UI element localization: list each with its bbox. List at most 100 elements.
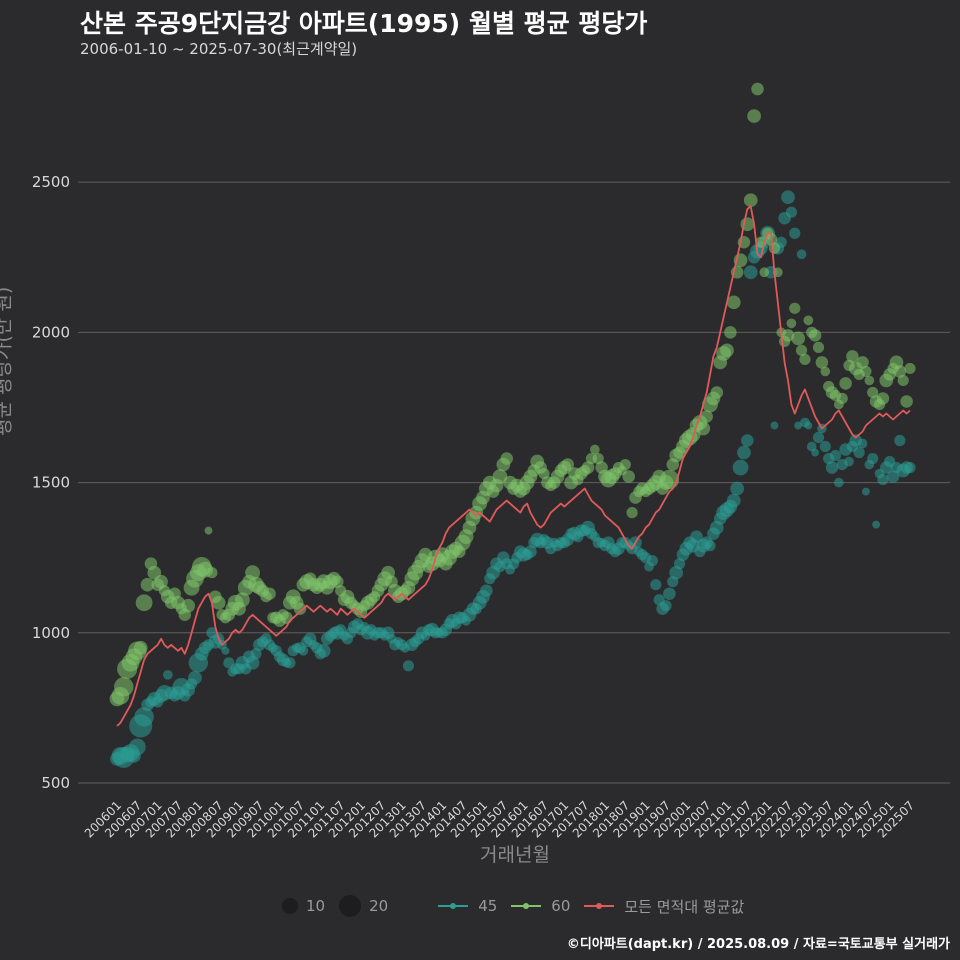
series-60-point: [293, 602, 307, 616]
series-60-point: [114, 677, 134, 697]
series-60-point: [581, 461, 595, 474]
series-45-point: [894, 434, 906, 447]
series-45-point: [811, 448, 820, 457]
series-60-point: [181, 598, 196, 613]
legend-series-average-label: 모든 면적대 평균값: [624, 897, 745, 916]
series-45-point: [804, 421, 813, 430]
legend-series-60-swatch: [511, 899, 542, 913]
series-45-point: [844, 456, 854, 467]
series-45-point: [789, 227, 801, 239]
series-45-point: [732, 459, 749, 476]
grid-lines: [78, 181, 950, 784]
series-45-point: [128, 738, 146, 756]
series-60-point: [561, 458, 574, 471]
series-60-point: [204, 526, 213, 535]
series-60-point: [743, 193, 758, 208]
series-45-point: [877, 473, 889, 486]
series-45-point: [867, 452, 879, 465]
series-60-point: [759, 267, 770, 278]
series-60-point: [245, 565, 260, 581]
series-60-point: [234, 592, 250, 608]
series-average-line: [116, 205, 911, 727]
series-45-point: [737, 445, 751, 460]
legend-series-average: 모든 면적대 평균값: [584, 896, 744, 917]
series-60-point: [789, 302, 801, 314]
series-45-point: [781, 190, 795, 205]
legend-size-10-label: 10: [306, 897, 326, 915]
series-60-point: [492, 469, 508, 484]
y-tick-labels: 500 1000 1500 2000 2500: [32, 173, 70, 792]
series-45-point: [316, 643, 331, 658]
series-60-point: [696, 421, 711, 436]
series-60-point: [133, 640, 148, 655]
legend-size-10-circle: [282, 898, 298, 914]
series-60-point: [799, 353, 811, 366]
series-45-point: [650, 579, 662, 591]
average-line: [116, 205, 911, 727]
series-60-point: [860, 365, 872, 378]
series-60-point: [795, 344, 808, 356]
series-60-points: [109, 82, 916, 707]
series-45-point: [162, 669, 173, 680]
series-45-point: [188, 670, 202, 685]
y-tick-label: 2000: [32, 323, 70, 341]
series-60-point: [803, 315, 814, 326]
series-45-point: [872, 520, 881, 529]
legend-series-45: 45: [438, 897, 497, 915]
legend-series-45-swatch: [438, 899, 469, 913]
legend-size-10: 10: [282, 897, 325, 915]
series-60-point: [836, 392, 848, 405]
series-45-point: [857, 438, 868, 449]
series-60-point: [211, 595, 226, 610]
series-60-point: [589, 444, 600, 455]
series-60-point: [619, 458, 631, 471]
series-60-point: [724, 326, 737, 339]
series-45-point: [861, 487, 870, 496]
y-axis-title: 평균 평당가(만 원): [0, 286, 15, 436]
series-45-point: [819, 440, 831, 453]
series-60-point: [893, 365, 907, 378]
series-60-point: [791, 331, 806, 346]
series-60-point: [331, 575, 344, 588]
series-60-point: [839, 377, 852, 390]
series-60-point: [876, 392, 890, 405]
series-60-point: [820, 366, 831, 377]
series-45-point: [829, 449, 842, 462]
legend-size-20-circle: [339, 895, 362, 917]
series-60-point: [856, 356, 869, 369]
legend-series-45-label: 45: [478, 897, 498, 915]
series-60-point: [626, 507, 638, 519]
series-60-point: [140, 577, 155, 592]
series-45-point: [904, 461, 916, 474]
series-45-point: [785, 206, 797, 218]
series-45-point: [221, 646, 230, 655]
series-45-point: [886, 470, 900, 483]
series-60-point: [135, 594, 153, 612]
series-45-point: [284, 657, 296, 669]
series-60-point: [622, 470, 635, 483]
series-60-point: [812, 341, 825, 353]
series-60-point: [751, 82, 764, 96]
series-60-point: [206, 567, 218, 579]
series-45-point: [402, 660, 415, 672]
y-tick-label: 2500: [32, 173, 70, 191]
series-45-point: [794, 421, 803, 430]
series-45-points: [110, 190, 916, 768]
series-60-point: [726, 295, 741, 310]
series-60-point: [710, 386, 724, 399]
legend-series-60: 60: [511, 897, 570, 915]
series-60-point: [815, 356, 829, 369]
series-45-point: [660, 600, 672, 612]
legend: 10 20 45 60 모든 면적대 평균값: [282, 892, 758, 920]
series-45-point: [480, 584, 493, 597]
series-45-point: [646, 555, 659, 567]
series-60-point: [846, 350, 859, 363]
legend-size-20: 20: [339, 895, 388, 917]
legend-series-average-swatch: [584, 899, 615, 913]
source-credit: ©디아파트(dapt.kr) / 2025.08.09 / 자료=국토교통부 실…: [566, 937, 950, 952]
series-45-point: [796, 249, 807, 260]
series-45-point: [770, 421, 779, 430]
series-60-point: [786, 318, 797, 329]
series-60-point: [263, 587, 276, 600]
